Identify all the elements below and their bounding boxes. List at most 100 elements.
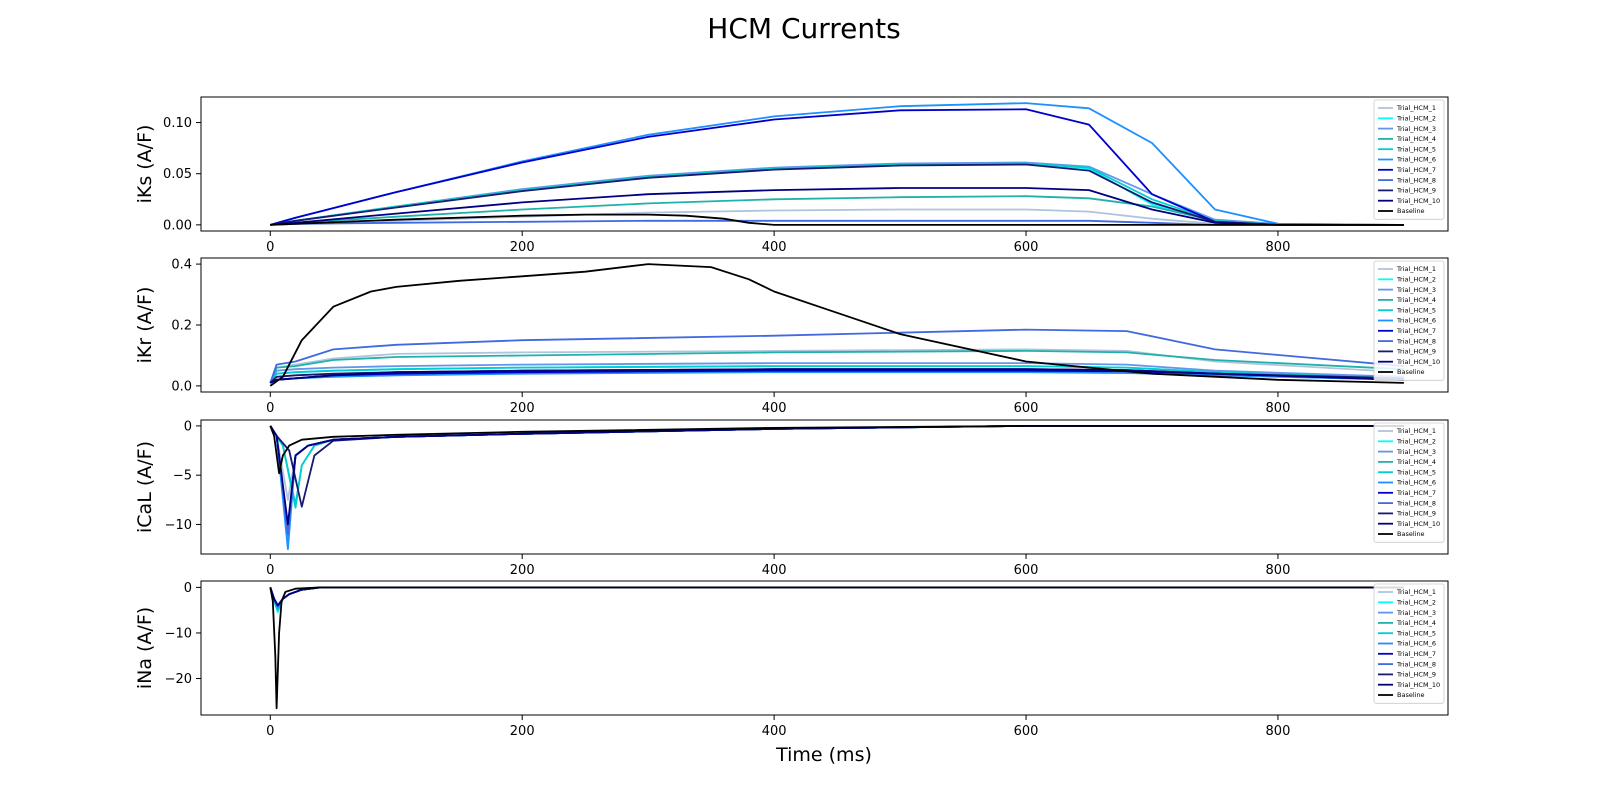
subplot-2: 0 200 400 600 800 0.0 0.2 0.4 iKr (A/F) Trial_HCM… xyxy=(134,257,1449,416)
x-tick-label: 200 xyxy=(510,401,535,416)
legend-label: Baseline xyxy=(1397,691,1425,699)
legend-box xyxy=(1373,99,1445,220)
y-tick-label: 0.10 xyxy=(163,116,192,131)
legend-label: Trial_HCM_8 xyxy=(1396,499,1436,507)
series-line-trial-hcm-5 xyxy=(269,365,1404,384)
legend-box xyxy=(1373,422,1445,543)
legend-label: Trial_HCM_4 xyxy=(1396,296,1436,304)
legend-label: Trial_HCM_9 xyxy=(1396,671,1436,679)
legend-label: Trial_HCM_1 xyxy=(1396,265,1436,273)
legend-label: Trial_HCM_8 xyxy=(1396,337,1436,345)
legend-label: Trial_HCM_5 xyxy=(1396,629,1436,637)
legend-label: Trial_HCM_3 xyxy=(1396,609,1436,617)
y-tick-label: 0 xyxy=(184,581,192,596)
legend-label: Trial_HCM_10 xyxy=(1396,520,1440,528)
subplot-4: 0 200 400 600 800 0 −10 −20 iNa (A/F) Trial_HCM_1… xyxy=(134,580,1449,739)
legend-label: Trial_HCM_4 xyxy=(1396,458,1436,466)
x-tick-label: 800 xyxy=(1266,401,1291,416)
series-lines xyxy=(269,263,1404,387)
legend: Trial_HCM_1 Trial_HCM_2 Trial_HCM_3 Trial_H… xyxy=(1373,583,1445,704)
series-line-trial-hcm-9 xyxy=(270,163,1404,226)
legend-label: Trial_HCM_2 xyxy=(1396,115,1436,123)
y-tick-label: 0.4 xyxy=(171,258,192,273)
axes-frame xyxy=(200,96,1449,232)
legend-label: Baseline xyxy=(1397,368,1425,376)
plot-area xyxy=(201,97,1448,231)
y-tick-label: −5 xyxy=(173,469,192,484)
x-tick-label: 600 xyxy=(1014,724,1039,739)
x-tick-label: 0 xyxy=(266,724,274,739)
legend: Trial_HCM_1 Trial_HCM_2 Trial_HCM_3 Trial_H… xyxy=(1373,99,1445,220)
series-line-baseline xyxy=(270,213,1404,226)
legend-label: Trial_HCM_7 xyxy=(1396,166,1436,174)
plot-area xyxy=(201,581,1448,715)
legend-label: Trial_HCM_10 xyxy=(1396,358,1440,366)
legend-label: Trial_HCM_1 xyxy=(1396,427,1436,435)
legend-label: Trial_HCM_7 xyxy=(1396,650,1436,658)
x-tick-label: 400 xyxy=(762,724,787,739)
y-tick-label: 0 xyxy=(184,419,192,434)
x-tick-label: 800 xyxy=(1266,240,1291,255)
series-line-trial-hcm-4 xyxy=(269,349,1404,384)
legend-box xyxy=(1373,260,1445,381)
x-tick-label: 200 xyxy=(510,724,535,739)
legend-label: Trial_HCM_6 xyxy=(1396,156,1436,164)
series-line-trial-hcm-10 xyxy=(270,187,1404,226)
series-line-baseline xyxy=(269,424,1404,475)
y-tick-label: 0.00 xyxy=(163,218,192,233)
legend-label: Trial_HCM_3 xyxy=(1396,448,1436,456)
legend-label: Trial_HCM_9 xyxy=(1396,348,1436,356)
legend: Trial_HCM_1 Trial_HCM_2 Trial_HCM_3 Trial_H… xyxy=(1373,260,1445,381)
legend-label: Trial_HCM_5 xyxy=(1396,306,1436,314)
plot-area xyxy=(201,420,1448,554)
legend-label: Trial_HCM_7 xyxy=(1396,489,1436,497)
x-tick-label: 600 xyxy=(1014,240,1039,255)
legend-box xyxy=(1373,583,1445,704)
y-axis-label: iNa (A/F) xyxy=(134,607,156,689)
series-lines xyxy=(270,102,1404,226)
legend-label: Trial_HCM_1 xyxy=(1396,588,1436,596)
x-tick-label: 600 xyxy=(1014,563,1039,578)
y-tick-label: 0.0 xyxy=(171,379,192,394)
x-tick-label: 400 xyxy=(762,563,787,578)
legend-label: Trial_HCM_5 xyxy=(1396,468,1436,476)
legend-label: Trial_HCM_2 xyxy=(1396,438,1436,446)
y-axis-label: iCaL (A/F) xyxy=(134,441,156,533)
legend-label: Trial_HCM_6 xyxy=(1396,479,1436,487)
y-axis-label: iKs (A/F) xyxy=(134,125,156,204)
subplot-1: 0 200 400 600 800 0.00 0.05 0.10 iKs (A/F) Trial_… xyxy=(134,96,1449,255)
legend-label: Trial_HCM_1 xyxy=(1396,104,1436,112)
series-line-trial-hcm-3 xyxy=(269,362,1404,384)
axes-frame xyxy=(200,419,1449,555)
series-line-trial-hcm-1 xyxy=(270,208,1404,226)
x-tick-label: 0 xyxy=(266,563,274,578)
legend-label: Baseline xyxy=(1397,207,1425,215)
legend: Trial_HCM_1 Trial_HCM_2 Trial_HCM_3 Trial_H… xyxy=(1373,422,1445,543)
x-tick-label: 800 xyxy=(1266,563,1291,578)
x-tick-label: 0 xyxy=(266,240,274,255)
y-axis-label: iKr (A/F) xyxy=(134,287,156,364)
series-line-baseline xyxy=(269,263,1404,387)
legend-label: Trial_HCM_4 xyxy=(1396,135,1436,143)
series-line-trial-hcm-10 xyxy=(269,368,1404,384)
legend-label: Trial_HCM_7 xyxy=(1396,327,1436,335)
series-lines xyxy=(269,586,1404,710)
series-line-trial-hcm-5 xyxy=(270,162,1404,226)
legend-label: Trial_HCM_3 xyxy=(1396,125,1436,133)
legend-label: Trial_HCM_9 xyxy=(1396,187,1436,195)
legend-label: Trial_HCM_8 xyxy=(1396,176,1436,184)
legend-label: Trial_HCM_10 xyxy=(1396,197,1440,205)
x-axis-label: Time (ms) xyxy=(775,744,872,766)
legend-label: Baseline xyxy=(1397,530,1425,538)
legend-label: Trial_HCM_3 xyxy=(1396,286,1436,294)
legend-label: Trial_HCM_6 xyxy=(1396,317,1436,325)
x-tick-label: 600 xyxy=(1014,401,1039,416)
x-tick-label: 400 xyxy=(762,240,787,255)
legend-label: Trial_HCM_9 xyxy=(1396,510,1436,518)
y-tick-label: −20 xyxy=(165,672,192,687)
x-tick-label: 400 xyxy=(762,401,787,416)
legend-label: Trial_HCM_10 xyxy=(1396,681,1440,689)
chart-title: HCM Currents xyxy=(707,12,900,45)
x-tick-label: 200 xyxy=(510,240,535,255)
